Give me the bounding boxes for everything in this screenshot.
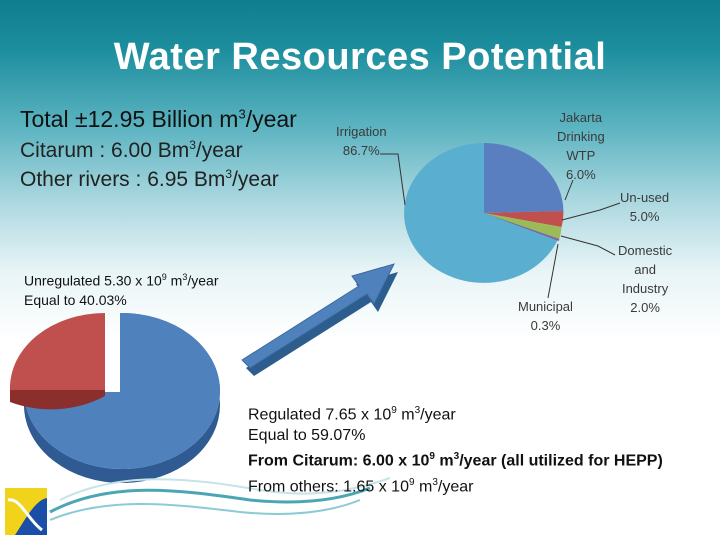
organization-logo — [5, 488, 47, 535]
pie-slice-municipal — [484, 213, 560, 241]
regulated-share: Equal to 59.07% — [248, 427, 366, 445]
slide-title: Water Resources Potential — [113, 36, 607, 78]
unregulated-share: Equal to 40.03% — [24, 291, 127, 308]
total-potential-text: Total ±12.95 Billion m3/year — [20, 106, 297, 132]
regulated-volume: Regulated 7.65 x 109 m3/year — [248, 405, 456, 424]
pie-slice-irrigation — [404, 143, 561, 283]
pie-side-unregulated — [10, 384, 105, 410]
water-usage-breakdown-pie — [380, 143, 621, 299]
decorative-waves — [49, 477, 391, 521]
pie-label-unused: Un-used 5.0% — [620, 190, 670, 224]
pie-label-domestic-industry: Domestic and Industry 2.0% — [618, 243, 673, 315]
pie-label-municipal: Municipal 0.3% — [518, 299, 573, 333]
pie-top-regulated — [24, 312, 220, 469]
unregulated-volume: Unregulated 5.30 x 109 m3/year — [24, 272, 219, 289]
pie-slice-domestic — [484, 213, 562, 239]
regulated-unregulated-pie — [9, 312, 220, 483]
pie-slice-unused — [484, 211, 564, 227]
pie-label-irrigation: Irrigation 86.7% — [336, 124, 387, 158]
arrow-shape — [241, 263, 398, 376]
pie-top-unregulated — [9, 312, 105, 390]
unregulated-text: Unregulated 5.30 x 109 m3/year Equal to … — [24, 268, 218, 310]
pie-label-jakarta-wtp: Jakarta Drinking WTP 6.0% — [557, 110, 605, 182]
others-regulated: From others: 1.65 x 109 m3/year — [248, 476, 474, 495]
other-rivers-potential-text: Other rivers : 6.95 Bm3/year — [20, 167, 279, 191]
pie-slice-jakarta-wtp — [484, 143, 564, 213]
citarum-potential-text: Citarum : 6.00 Bm3/year — [20, 138, 243, 162]
regulated-text: Regulated 7.65 x 109 m3/year Equal to 59… — [248, 400, 663, 497]
citarum-regulated: From Citarum: 6.00 x 109 m3/year (all ut… — [248, 451, 663, 470]
